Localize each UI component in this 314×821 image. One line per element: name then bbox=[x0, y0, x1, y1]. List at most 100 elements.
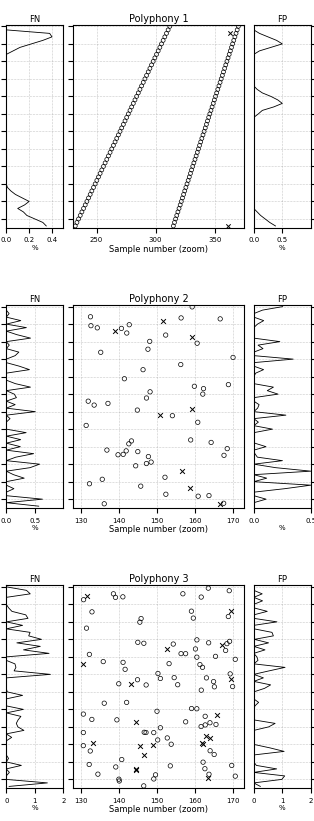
Point bbox=[182, 185, 187, 198]
X-axis label: Sample number (zoom): Sample number (zoom) bbox=[109, 245, 208, 254]
Point bbox=[227, 48, 232, 61]
Point bbox=[95, 768, 100, 781]
Title: FP: FP bbox=[277, 15, 287, 24]
Point bbox=[87, 648, 92, 661]
Point bbox=[199, 684, 204, 697]
Point bbox=[157, 41, 162, 54]
Point bbox=[113, 591, 118, 604]
Point bbox=[165, 732, 170, 745]
Point bbox=[207, 489, 212, 502]
Point bbox=[206, 581, 211, 594]
Point bbox=[192, 153, 198, 166]
Point bbox=[122, 372, 127, 385]
Point bbox=[171, 219, 176, 232]
X-axis label: Sample number (zoom): Sample number (zoom) bbox=[109, 805, 208, 814]
Point bbox=[141, 637, 146, 650]
Point bbox=[124, 444, 129, 457]
Point bbox=[179, 195, 184, 208]
Point bbox=[121, 447, 126, 461]
Title: FN: FN bbox=[29, 576, 41, 585]
Point bbox=[143, 72, 148, 85]
Title: FP: FP bbox=[277, 295, 287, 304]
Point bbox=[149, 456, 154, 469]
Point bbox=[89, 713, 95, 726]
Point bbox=[199, 590, 204, 603]
Point bbox=[144, 69, 149, 82]
Point bbox=[127, 103, 133, 117]
Point bbox=[78, 209, 83, 222]
Point bbox=[102, 498, 107, 511]
Point bbox=[96, 171, 101, 184]
Point bbox=[122, 663, 127, 676]
Point bbox=[158, 721, 163, 734]
Point bbox=[206, 772, 211, 785]
Point bbox=[84, 621, 89, 635]
Point bbox=[81, 202, 86, 215]
Point bbox=[91, 181, 96, 194]
Point bbox=[213, 89, 218, 103]
Point bbox=[127, 319, 132, 332]
Point bbox=[231, 34, 236, 47]
Point bbox=[89, 185, 95, 198]
Point bbox=[227, 584, 232, 597]
Point bbox=[104, 153, 109, 166]
Point bbox=[201, 755, 206, 768]
Point bbox=[151, 773, 156, 786]
Point bbox=[84, 419, 89, 432]
Point bbox=[137, 616, 142, 629]
Point bbox=[142, 726, 147, 739]
Point bbox=[133, 763, 138, 776]
X-axis label: %: % bbox=[279, 525, 286, 531]
Point bbox=[225, 55, 230, 68]
Point bbox=[114, 713, 119, 727]
Point bbox=[174, 209, 179, 222]
Point bbox=[172, 216, 177, 229]
Point bbox=[226, 610, 231, 623]
Point bbox=[227, 635, 232, 648]
Point bbox=[148, 385, 153, 398]
Point bbox=[111, 587, 116, 600]
Point bbox=[198, 720, 203, 733]
Point bbox=[108, 146, 113, 159]
Point bbox=[200, 128, 205, 141]
Point bbox=[134, 716, 139, 729]
Point bbox=[135, 403, 140, 416]
Point bbox=[225, 442, 230, 455]
Point bbox=[142, 748, 147, 761]
Point bbox=[183, 715, 188, 728]
Point bbox=[147, 335, 152, 348]
Point bbox=[114, 132, 119, 145]
Point bbox=[146, 450, 151, 463]
Point bbox=[194, 650, 199, 663]
Point bbox=[223, 644, 228, 657]
X-axis label: %: % bbox=[279, 805, 286, 811]
Point bbox=[165, 23, 171, 36]
Point bbox=[111, 139, 116, 152]
Point bbox=[202, 125, 207, 138]
Point bbox=[86, 191, 91, 204]
Point bbox=[203, 730, 208, 743]
Point bbox=[134, 764, 139, 777]
Point bbox=[133, 94, 138, 107]
Point bbox=[213, 649, 218, 663]
Point bbox=[134, 89, 139, 103]
Point bbox=[195, 415, 200, 429]
Point bbox=[179, 465, 184, 478]
Point bbox=[212, 748, 217, 761]
Point bbox=[155, 733, 160, 746]
Point bbox=[187, 482, 192, 495]
Point bbox=[154, 48, 159, 61]
Point bbox=[228, 44, 233, 57]
Point bbox=[106, 149, 111, 163]
Point bbox=[81, 708, 86, 721]
Point bbox=[214, 708, 219, 721]
Point bbox=[163, 488, 168, 501]
Point bbox=[119, 122, 124, 135]
Point bbox=[234, 27, 239, 40]
Point bbox=[179, 647, 184, 660]
Point bbox=[212, 681, 217, 694]
Point bbox=[220, 69, 225, 82]
Point bbox=[230, 680, 235, 693]
Point bbox=[230, 351, 236, 364]
Point bbox=[88, 188, 93, 201]
